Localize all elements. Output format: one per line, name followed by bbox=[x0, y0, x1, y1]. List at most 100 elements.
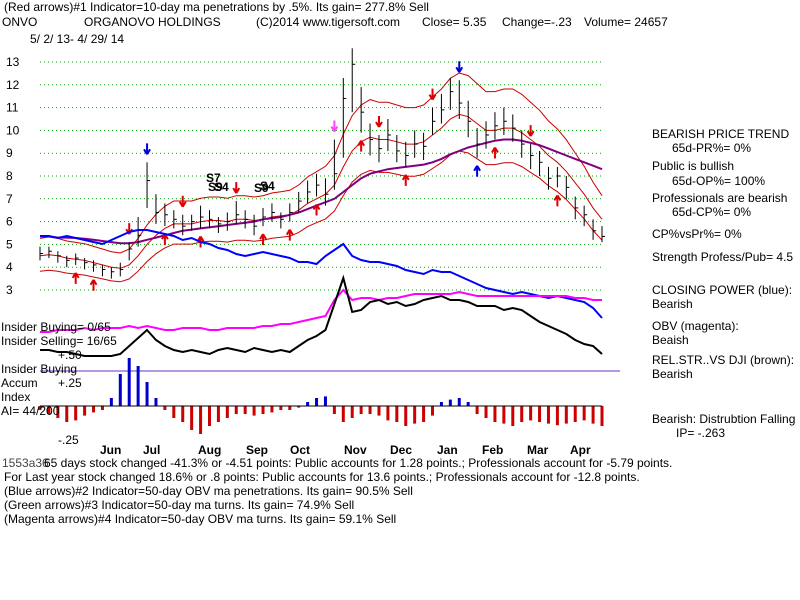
relative-strength-line bbox=[40, 274, 603, 357]
month-label: Oct bbox=[290, 443, 310, 457]
closing-power-line bbox=[40, 229, 603, 319]
ip-value: IP= -.263 bbox=[676, 426, 726, 440]
obv-line bbox=[40, 288, 602, 333]
professionals-title: Professionals are bearish bbox=[652, 191, 788, 205]
month-label: Nov bbox=[344, 443, 367, 457]
up-arrow-icon bbox=[71, 272, 80, 284]
index-label: Index bbox=[1, 390, 31, 404]
lower-band bbox=[39, 150, 603, 283]
month-label: Jul bbox=[143, 443, 160, 457]
public-title: Public is bullish bbox=[652, 159, 735, 173]
down-arrow-icon bbox=[428, 88, 437, 101]
month-label: Sep bbox=[246, 443, 268, 457]
y-tick-label: 10 bbox=[6, 123, 20, 137]
copyright-label: (C)2014 www.tigersoft.com bbox=[256, 15, 401, 29]
footer-line-4: (Green arrows)#3 Indicator=50-day ma tur… bbox=[4, 498, 355, 512]
down-arrow-icon bbox=[375, 115, 383, 128]
closing-power-status: Bearish bbox=[652, 297, 693, 311]
footer-line-2: For Last year stock changed 18.6% or .8 … bbox=[4, 470, 640, 484]
month-label: Dec bbox=[390, 443, 412, 457]
bollinger-band bbox=[39, 72, 603, 283]
op-value: 65d-OP%= 100% bbox=[672, 174, 766, 188]
footer-line-3: (Blue arrows)#2 Indicator=50-day OBV ma … bbox=[4, 484, 413, 498]
grid-lines bbox=[40, 61, 602, 291]
accumulation-index bbox=[38, 358, 604, 434]
indicator-plus-25: +.25 bbox=[58, 376, 82, 390]
month-label: Apr bbox=[570, 443, 591, 457]
ai-value: AI= 44/200 bbox=[1, 404, 60, 418]
signal-arrows bbox=[71, 61, 562, 291]
y-tick-label: 3 bbox=[6, 283, 13, 297]
insider-selling-count: Insider Selling= 16/65 bbox=[1, 334, 117, 348]
y-tick-label: 12 bbox=[6, 78, 20, 92]
relstr-title: REL.STR..VS DJI (brown): bbox=[652, 353, 795, 367]
ma-50-line bbox=[40, 138, 603, 245]
y-tick-label: 4 bbox=[6, 260, 13, 274]
month-label: Jun bbox=[100, 443, 121, 457]
y-tick-label: 7 bbox=[6, 192, 13, 206]
month-label: Jan bbox=[437, 443, 458, 457]
down-arrow-icon bbox=[455, 61, 464, 73]
pr-value: 65d-PR%= 0% bbox=[672, 141, 752, 155]
trend-title: BEARISH PRICE TREND bbox=[652, 127, 790, 141]
cp-vs-pr: CP%vsPr%= 0% bbox=[652, 227, 742, 241]
footer-line-5: (Magenta arrows)#4 Indicator=50-day OBV … bbox=[4, 512, 397, 526]
y-tick-label: 5 bbox=[6, 237, 13, 251]
month-label: Aug bbox=[198, 443, 221, 457]
indicator-plus-50: +.50 bbox=[58, 348, 82, 362]
signal-mark: S4 bbox=[260, 179, 275, 193]
up-arrow-icon bbox=[89, 279, 98, 291]
moving-averages bbox=[39, 113, 603, 269]
up-arrow-icon bbox=[312, 204, 321, 216]
obv-line bbox=[40, 288, 602, 333]
volume-label: Volume= 24657 bbox=[584, 15, 668, 29]
insider-buying-count: Insider Buying= 0/65 bbox=[1, 320, 111, 334]
date-range: 5/ 2/ 13- 4/ 29/ 14 bbox=[30, 32, 125, 46]
insider-buying-label: Insider Buying bbox=[1, 362, 78, 376]
close-label: Close= 5.35 bbox=[422, 15, 487, 29]
y-tick-label: 11 bbox=[6, 101, 19, 115]
ma-21-line bbox=[39, 113, 603, 269]
overlap-label: 1553a36 bbox=[2, 456, 49, 470]
y-axis-ticks: 13 12 11 10 9 8 7 6 5 4 3 bbox=[6, 55, 20, 297]
closing-power-line bbox=[40, 229, 603, 319]
down-arrow-icon bbox=[526, 125, 535, 137]
up-arrow-icon bbox=[161, 233, 169, 246]
indicator-minus-25: -.25 bbox=[58, 433, 79, 447]
obv-title: OBV (magenta): bbox=[652, 319, 739, 333]
upper-band bbox=[39, 72, 603, 254]
y-tick-label: 6 bbox=[6, 215, 13, 229]
up-arrow-icon bbox=[357, 140, 366, 152]
company-name: ORGANOVO HOLDINGS bbox=[84, 15, 221, 29]
month-label: Mar bbox=[527, 443, 549, 457]
signal-mark: S9 bbox=[254, 181, 269, 195]
month-labels: Jun Jul Aug Sep Oct Nov Dec Jan Feb Mar Apr bbox=[100, 443, 591, 457]
down-arrow-icon bbox=[330, 120, 339, 133]
cp-value: 65d-CP%= 0% bbox=[672, 205, 752, 219]
accum-label: Accum bbox=[1, 376, 38, 390]
footer-line-1: 65 days stock changed -41.3% or -4.51 po… bbox=[44, 456, 673, 470]
distribution-status: Bearish: Distrubtion Falling bbox=[652, 412, 796, 426]
y-tick-label: 8 bbox=[6, 169, 13, 183]
closing-power-title: CLOSING POWER (blue): bbox=[652, 283, 793, 297]
signal-mark: S9 bbox=[208, 180, 223, 194]
relstr-status: Bearish bbox=[652, 367, 693, 381]
price-bars bbox=[39, 48, 605, 279]
header-line-1: (Red arrows)#1 Indicator=10-day ma penet… bbox=[4, 0, 429, 14]
y-tick-label: 9 bbox=[6, 146, 13, 160]
relative-strength-line bbox=[40, 274, 620, 372]
up-arrow-icon bbox=[401, 174, 410, 186]
up-arrow-icon bbox=[491, 147, 499, 159]
obv-status: Beaish bbox=[652, 333, 689, 347]
up-arrow-icon bbox=[553, 194, 562, 207]
signal-mark: S4 bbox=[214, 180, 229, 194]
down-arrow-icon bbox=[143, 143, 151, 155]
up-arrow-icon bbox=[259, 233, 267, 246]
up-arrow-icon bbox=[473, 165, 481, 177]
strength-profess-pub: Strength Profess/Pub= 4.5 bbox=[652, 250, 794, 264]
up-arrow-icon bbox=[285, 229, 294, 241]
ticker-symbol: ONVO bbox=[2, 15, 38, 29]
signal-mark: S7 bbox=[206, 171, 221, 185]
